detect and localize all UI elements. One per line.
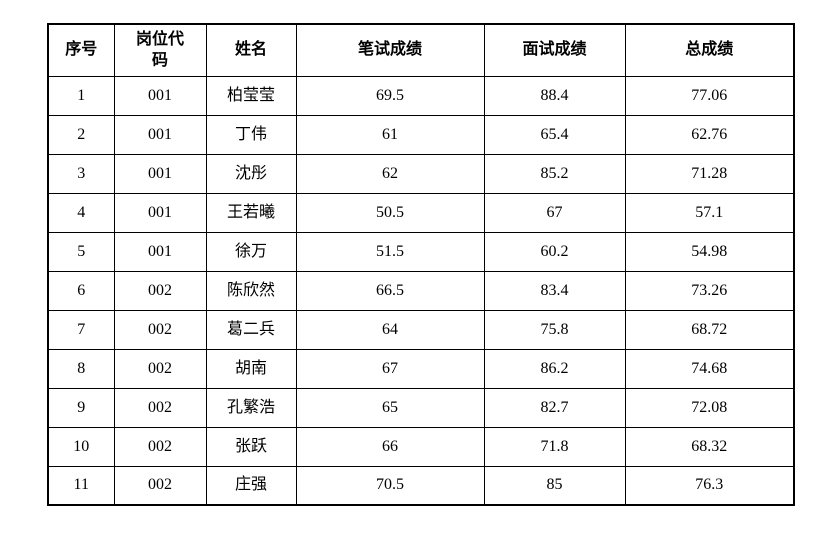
cell-name: 徐万 [205, 231, 297, 272]
cell-interview-score: 85 [483, 465, 626, 506]
header-position-code-label: 岗位代码 [135, 30, 184, 70]
cell-interview-score: 86.2 [483, 348, 626, 389]
cell-name: 胡南 [205, 348, 297, 389]
cell-total-score: 71.28 [624, 153, 795, 194]
cell-serial-number: 10 [47, 426, 115, 467]
cell-total-score: 68.32 [624, 426, 795, 467]
cell-total-score: 73.26 [624, 270, 795, 311]
table-row: 10 002 张跃 66 71.8 68.32 [47, 426, 795, 467]
cell-name: 孔繁浩 [205, 387, 297, 428]
table-row: 3 001 沈彤 62 85.2 71.28 [47, 153, 795, 194]
table-row: 9 002 孔繁浩 65 82.7 72.08 [47, 387, 795, 428]
cell-interview-score: 85.2 [483, 153, 626, 194]
cell-written-score: 66.5 [295, 270, 485, 311]
cell-position-code: 001 [113, 75, 207, 116]
header-name: 姓名 [205, 23, 297, 77]
header-written-score: 笔试成绩 [295, 23, 485, 77]
cell-total-score: 57.1 [624, 192, 795, 233]
cell-name: 柏莹莹 [205, 75, 297, 116]
cell-name: 张跃 [205, 426, 297, 467]
table-row: 8 002 胡南 67 86.2 74.68 [47, 348, 795, 389]
cell-position-code: 002 [113, 387, 207, 428]
cell-total-score: 62.76 [624, 114, 795, 155]
cell-position-code: 002 [113, 465, 207, 506]
cell-position-code: 002 [113, 309, 207, 350]
cell-written-score: 67 [295, 348, 485, 389]
cell-serial-number: 4 [47, 192, 115, 233]
header-interview-score: 面试成绩 [483, 23, 626, 77]
cell-position-code: 002 [113, 426, 207, 467]
cell-written-score: 69.5 [295, 75, 485, 116]
cell-serial-number: 7 [47, 309, 115, 350]
cell-serial-number: 2 [47, 114, 115, 155]
cell-serial-number: 5 [47, 231, 115, 272]
cell-total-score: 68.72 [624, 309, 795, 350]
cell-name: 庄强 [205, 465, 297, 506]
cell-written-score: 65 [295, 387, 485, 428]
cell-position-code: 001 [113, 114, 207, 155]
table-row: 6 002 陈欣然 66.5 83.4 73.26 [47, 270, 795, 311]
cell-interview-score: 75.8 [483, 309, 626, 350]
cell-written-score: 66 [295, 426, 485, 467]
table-row: 5 001 徐万 51.5 60.2 54.98 [47, 231, 795, 272]
cell-interview-score: 65.4 [483, 114, 626, 155]
cell-serial-number: 3 [47, 153, 115, 194]
header-total-score-label: 总成绩 [685, 41, 734, 59]
cell-serial-number: 9 [47, 387, 115, 428]
cell-total-score: 76.3 [624, 465, 795, 506]
header-total-score: 总成绩 [624, 23, 795, 77]
cell-serial-number: 8 [47, 348, 115, 389]
cell-written-score: 70.5 [295, 465, 485, 506]
cell-serial-number: 1 [47, 75, 115, 116]
cell-position-code: 002 [113, 348, 207, 389]
cell-position-code: 001 [113, 192, 207, 233]
table-row: 11 002 庄强 70.5 85 76.3 [47, 465, 795, 506]
cell-name: 葛二兵 [205, 309, 297, 350]
cell-interview-score: 82.7 [483, 387, 626, 428]
cell-name: 王若曦 [205, 192, 297, 233]
table-header: 序号 岗位代码 姓名 笔试成绩 面试成绩 总成绩 [47, 23, 795, 77]
cell-serial-number: 11 [47, 465, 115, 506]
header-name-label: 姓名 [234, 41, 267, 59]
table-row: 2 001 丁伟 61 65.4 62.76 [47, 114, 795, 155]
cell-interview-score: 71.8 [483, 426, 626, 467]
cell-name: 陈欣然 [205, 270, 297, 311]
cell-total-score: 77.06 [624, 75, 795, 116]
header-serial-number-label: 序号 [65, 41, 98, 59]
score-table: 序号 岗位代码 姓名 笔试成绩 面试成绩 总成绩 1 001 柏莹莹 69.5 88.4 77.06… [47, 23, 795, 506]
table-row: 7 002 葛二兵 64 75.8 68.72 [47, 309, 795, 350]
cell-position-code: 001 [113, 231, 207, 272]
header-row: 序号 岗位代码 姓名 笔试成绩 面试成绩 总成绩 [47, 23, 795, 77]
header-position-code: 岗位代码 [113, 23, 207, 77]
cell-interview-score: 67 [483, 192, 626, 233]
cell-written-score: 61 [295, 114, 485, 155]
table-body: 1 001 柏莹莹 69.5 88.4 77.06 2 001 丁伟 61 65.4 62.76 3 00… [47, 75, 795, 506]
cell-total-score: 54.98 [624, 231, 795, 272]
cell-position-code: 001 [113, 153, 207, 194]
cell-total-score: 74.68 [624, 348, 795, 389]
header-interview-score-label: 面试成绩 [522, 41, 587, 59]
header-serial-number: 序号 [47, 23, 115, 77]
cell-written-score: 62 [295, 153, 485, 194]
header-written-score-label: 笔试成绩 [357, 41, 422, 59]
score-table-container: 序号 岗位代码 姓名 笔试成绩 面试成绩 总成绩 1 001 柏莹莹 69.5 88.4 77.06… [47, 23, 795, 506]
cell-written-score: 64 [295, 309, 485, 350]
cell-interview-score: 88.4 [483, 75, 626, 116]
table-row: 1 001 柏莹莹 69.5 88.4 77.06 [47, 75, 795, 116]
cell-interview-score: 60.2 [483, 231, 626, 272]
cell-serial-number: 6 [47, 270, 115, 311]
cell-position-code: 002 [113, 270, 207, 311]
cell-interview-score: 83.4 [483, 270, 626, 311]
cell-total-score: 72.08 [624, 387, 795, 428]
cell-written-score: 51.5 [295, 231, 485, 272]
cell-name: 沈彤 [205, 153, 297, 194]
cell-name: 丁伟 [205, 114, 297, 155]
cell-written-score: 50.5 [295, 192, 485, 233]
table-row: 4 001 王若曦 50.5 67 57.1 [47, 192, 795, 233]
